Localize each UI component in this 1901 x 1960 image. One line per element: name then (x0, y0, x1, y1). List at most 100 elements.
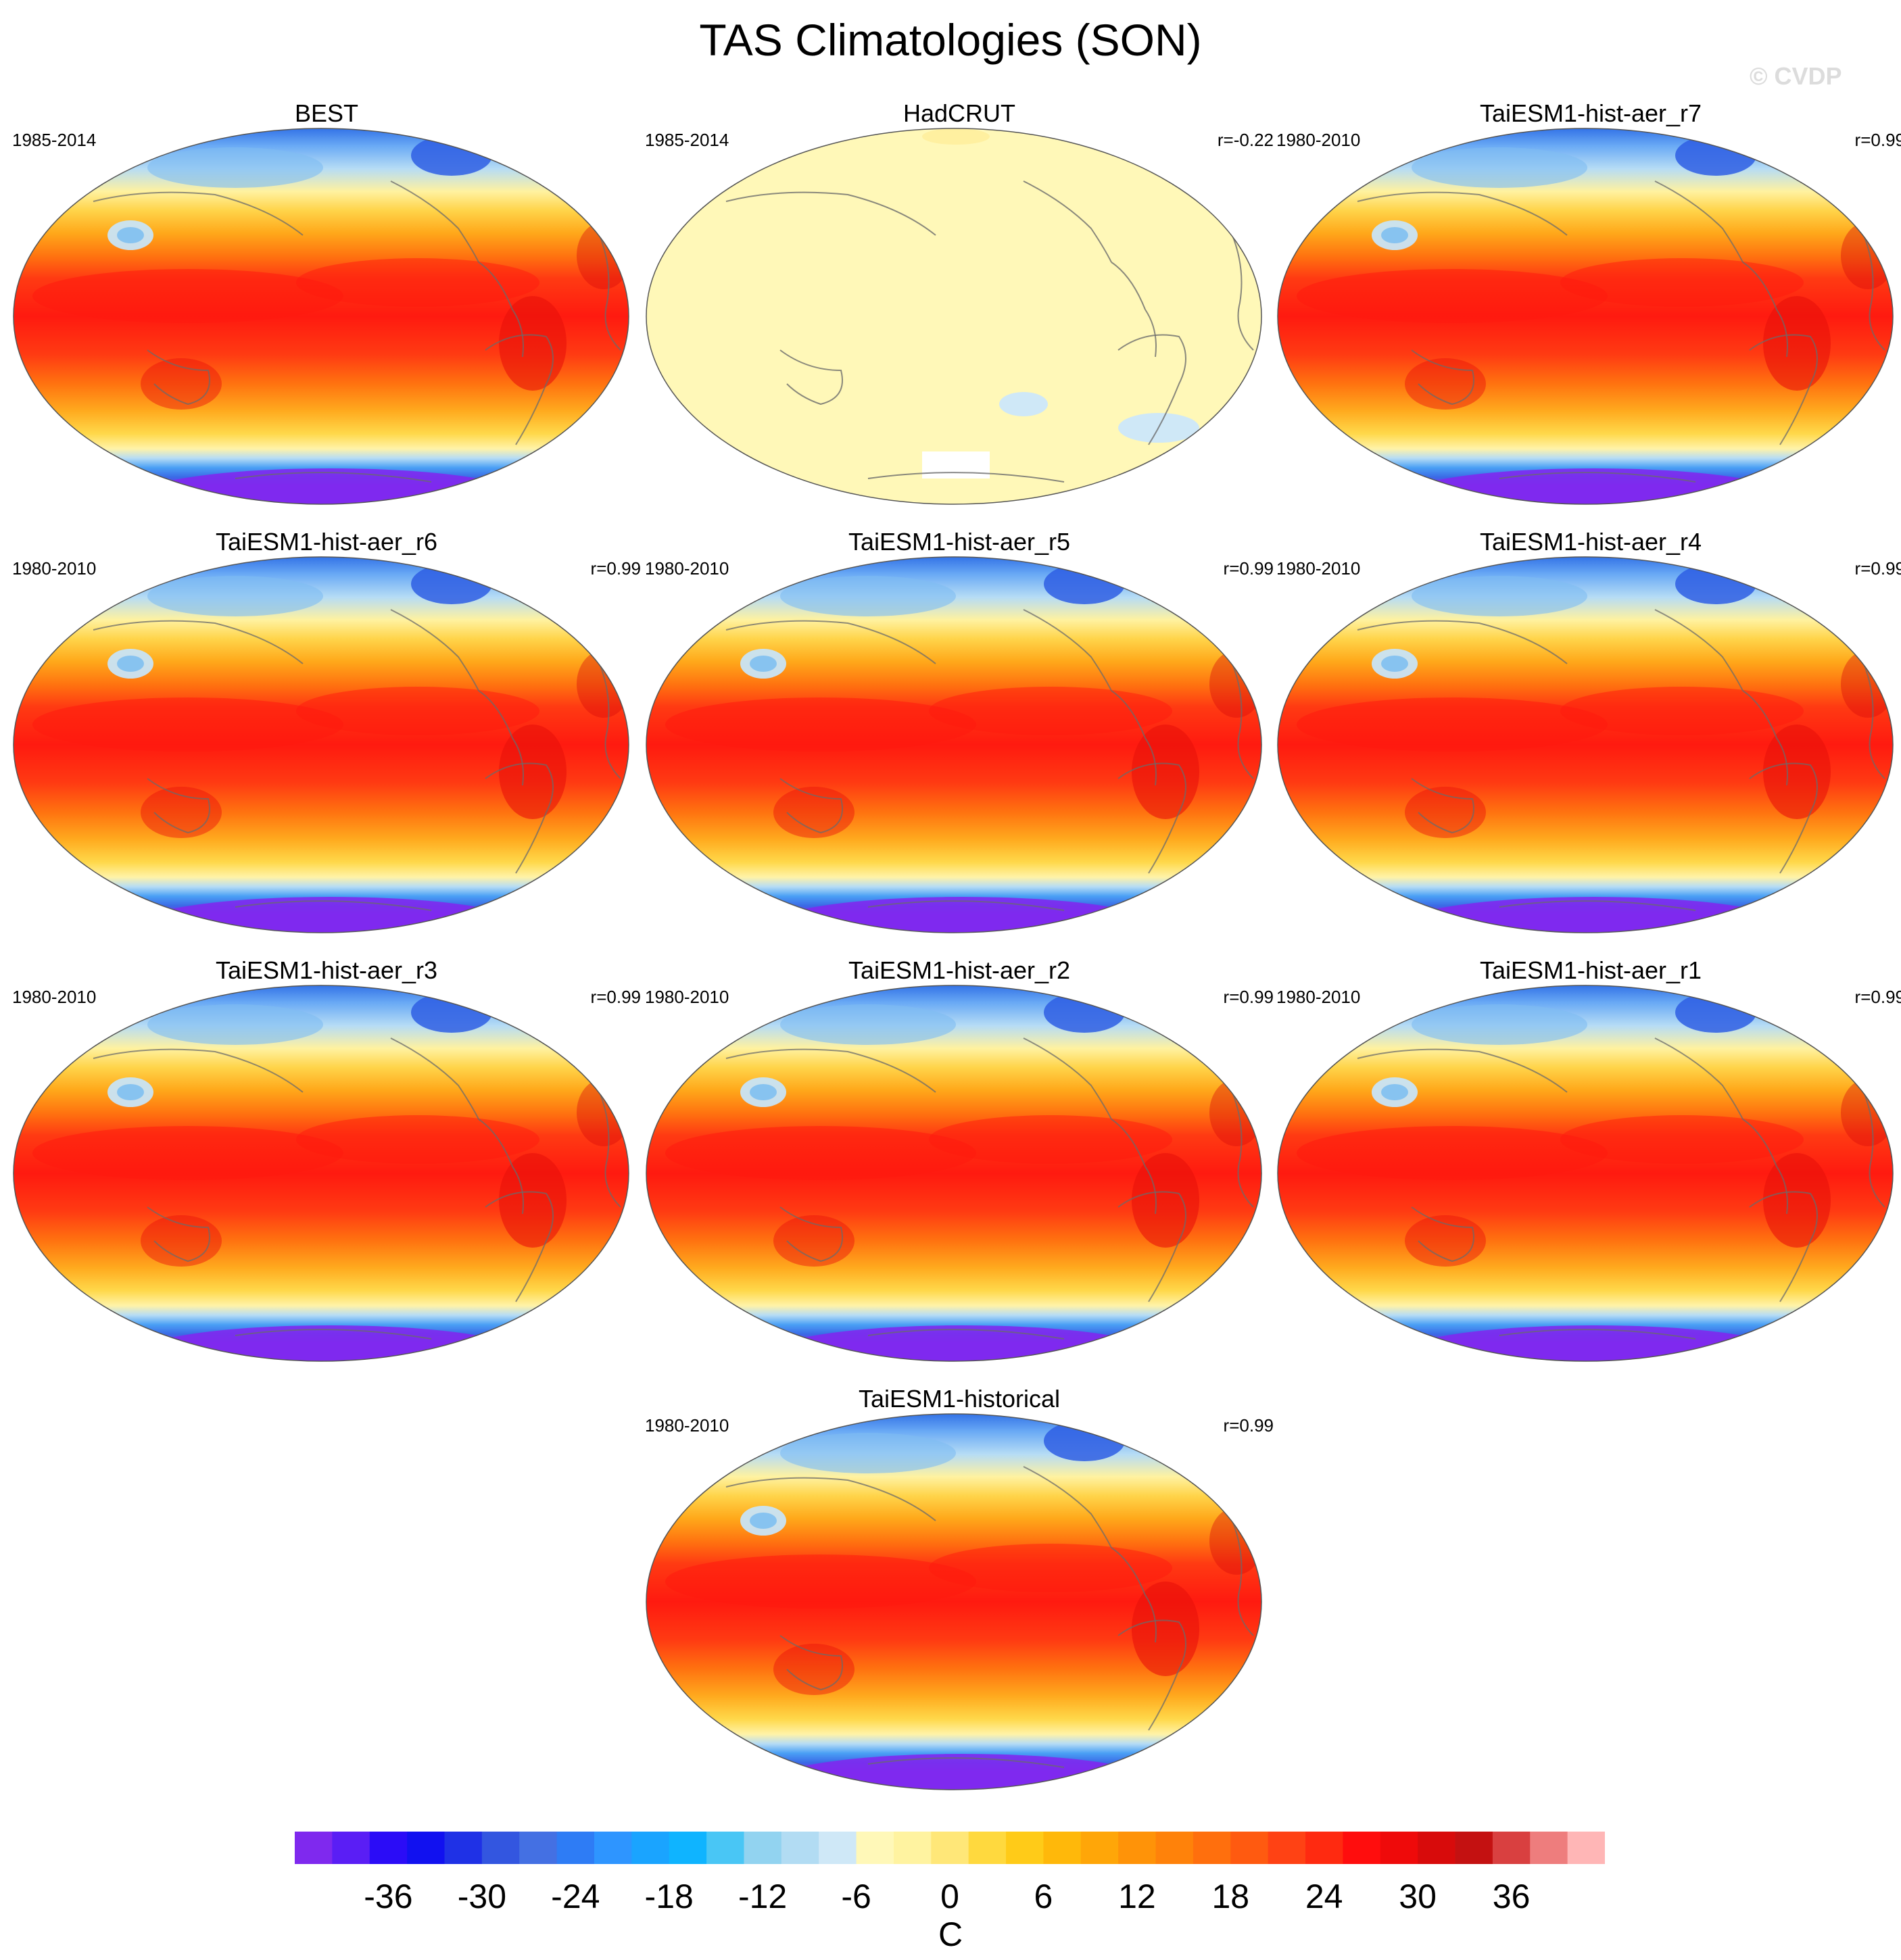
map-panel: HadCRUT 1985-2014 r=-0.22 (645, 99, 1274, 524)
colorbar-bin (1567, 1832, 1605, 1864)
colorbar-bin (631, 1832, 670, 1864)
colorbar-bin (1193, 1832, 1231, 1864)
colorbar-tick-label: -24 (551, 1878, 600, 1915)
panel-title: TaiESM1-hist-aer_r3 (215, 956, 438, 984)
panel-title: TaiESM1-hist-aer_r4 (1479, 528, 1702, 556)
robinson-map (646, 1413, 1262, 1790)
panel-correlation: r=0.99 (590, 558, 641, 579)
colorbar-bin (931, 1832, 969, 1864)
panel-period: 1985-2014 (645, 130, 729, 150)
panel-correlation: r=0.99 (1854, 987, 1901, 1007)
colorbar-tick-label: 24 (1305, 1878, 1343, 1915)
colorbar-bin (856, 1832, 894, 1864)
colorbar-bin (669, 1832, 707, 1864)
colorbar-bin (1530, 1832, 1568, 1864)
colorbar-tick-label: -18 (644, 1878, 694, 1915)
map-panel: TaiESM1-hist-aer_r3 1980-2010 r=0.99 (12, 956, 641, 1381)
panel-period: 1980-2010 (1276, 558, 1361, 579)
colorbar-bin (1268, 1832, 1306, 1864)
panel-correlation: r=-0.22 (1217, 130, 1274, 150)
map-panel: TaiESM1-hist-aer_r5 1980-2010 r=0.99 (645, 527, 1274, 953)
robinson-map (646, 128, 1262, 505)
panel-correlation: r=0.99 (1223, 1415, 1274, 1436)
colorbar-bin (519, 1832, 558, 1864)
colorbar-bin (1230, 1832, 1269, 1864)
robinson-map (1277, 985, 1894, 1362)
panel-period: 1980-2010 (645, 1415, 729, 1436)
panel-title: BEST (294, 99, 359, 127)
colorbar-tick-label: 30 (1399, 1878, 1437, 1915)
colorbar-bin (1080, 1832, 1119, 1864)
colorbar-bin (744, 1832, 782, 1864)
panel-period: 1980-2010 (12, 987, 97, 1007)
colorbar-bin (968, 1832, 1007, 1864)
map-panel: TaiESM1-hist-aer_r6 1980-2010 r=0.99 (12, 527, 641, 953)
panel-correlation: r=0.99 (1854, 130, 1901, 150)
panel-period: 1980-2010 (1276, 987, 1361, 1007)
panel-title: TaiESM1-hist-aer_r1 (1479, 956, 1702, 984)
robinson-map (13, 985, 629, 1362)
map-panel: TaiESM1-historical 1980-2010 r=0.99 (645, 1384, 1274, 1810)
colorbar-bin (1155, 1832, 1194, 1864)
colorbar-bin (481, 1832, 520, 1864)
colorbar-tick-label: -30 (457, 1878, 507, 1915)
colorbar (295, 1832, 1605, 1864)
robinson-map (646, 985, 1262, 1362)
map-panel: TaiESM1-hist-aer_r7 1980-2010 r=0.99 (1276, 99, 1901, 524)
watermark: © CVDP (1750, 62, 1842, 90)
panel-title: TaiESM1-hist-aer_r2 (848, 956, 1071, 984)
colorbar-bin (781, 1832, 819, 1864)
colorbar-bin (1343, 1832, 1381, 1864)
panel-correlation: r=0.99 (1223, 558, 1274, 579)
colorbar-bin (893, 1832, 932, 1864)
panel-correlation: r=0.99 (590, 987, 641, 1007)
robinson-map (646, 556, 1262, 933)
colorbar-bin (1380, 1832, 1418, 1864)
colorbar-bin (706, 1832, 745, 1864)
colorbar-bin (1118, 1832, 1157, 1864)
colorbar-bin (295, 1832, 333, 1864)
colorbar-bin (369, 1832, 408, 1864)
panel-period: 1980-2010 (12, 558, 97, 579)
colorbar-bin (556, 1832, 595, 1864)
robinson-map (1277, 556, 1894, 933)
panel-title: HadCRUT (903, 99, 1016, 127)
robinson-map (13, 128, 629, 505)
panel-title: TaiESM1-hist-aer_r6 (215, 528, 438, 556)
colorbar-bin (594, 1832, 632, 1864)
panel-correlation: r=0.99 (1854, 558, 1901, 579)
panel-title: TaiESM1-historical (858, 1385, 1061, 1413)
panel-period: 1980-2010 (645, 558, 729, 579)
colorbar-tick-label: 6 (1034, 1878, 1053, 1915)
figure-title: TAS Climatologies (SON) (699, 15, 1202, 65)
colorbar-bin (407, 1832, 446, 1864)
colorbar-tick-label: 18 (1211, 1878, 1250, 1915)
map-panel: TaiESM1-hist-aer_r2 1980-2010 r=0.99 (645, 956, 1274, 1381)
colorbar-bin (1418, 1832, 1456, 1864)
map-panel: TaiESM1-hist-aer_r1 1980-2010 r=0.99 (1276, 956, 1901, 1381)
colorbar-tick-label: 0 (940, 1878, 959, 1915)
temperature-field (646, 128, 1261, 504)
colorbar-unit-label: C (938, 1915, 963, 1953)
panel-correlation: r=0.99 (1223, 987, 1274, 1007)
colorbar-bin (1043, 1832, 1082, 1864)
map-panel: TaiESM1-hist-aer_r4 1980-2010 r=0.99 (1276, 527, 1901, 953)
map-panel: BEST 1985-2014 (12, 99, 641, 524)
colorbar-tick-label: -12 (738, 1878, 788, 1915)
colorbar-tick-label: -6 (841, 1878, 871, 1915)
colorbar-tick-label: 12 (1118, 1878, 1156, 1915)
panel-title: TaiESM1-hist-aer_r7 (1479, 99, 1702, 127)
colorbar-bin (1006, 1832, 1044, 1864)
robinson-map (1277, 128, 1894, 505)
robinson-map (13, 556, 629, 933)
panel-period: 1980-2010 (1276, 130, 1361, 150)
panel-title: TaiESM1-hist-aer_r5 (848, 528, 1071, 556)
colorbar-tick-label: -36 (364, 1878, 413, 1915)
colorbar-tick-label: 36 (1492, 1878, 1531, 1915)
colorbar-bin (819, 1832, 857, 1864)
colorbar-bin (1455, 1832, 1493, 1864)
colorbar-bin (1492, 1832, 1531, 1864)
panel-period: 1980-2010 (645, 987, 729, 1007)
colorbar-bin (332, 1832, 370, 1864)
panel-period: 1985-2014 (12, 130, 97, 150)
